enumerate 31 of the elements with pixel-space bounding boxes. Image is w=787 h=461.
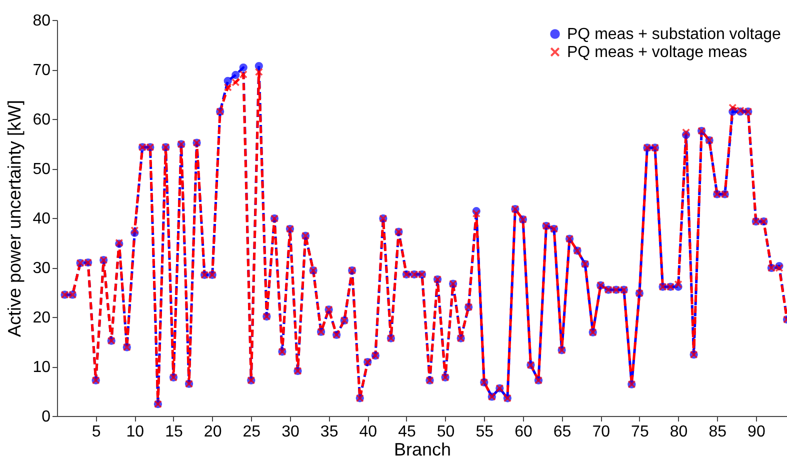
x-axis-title: Branch <box>394 440 452 460</box>
y-tick-label: 50 <box>32 161 51 178</box>
y-tick-label: 60 <box>32 112 51 128</box>
x-tick-label: 25 <box>242 424 261 440</box>
x-tick-label: 80 <box>670 424 688 440</box>
y-axis-title: Active power uncertainty [kW] <box>4 100 25 338</box>
x-tick-label: 55 <box>476 424 494 440</box>
x-tick-label: 15 <box>165 424 183 440</box>
x-tick-label: 35 <box>320 424 338 440</box>
y-tick-label: 30 <box>32 260 51 277</box>
x-tick-label: 45 <box>398 424 416 440</box>
x-tick-label: 50 <box>436 424 455 440</box>
x-tick-label: 10 <box>126 424 144 440</box>
x-tick-label: 5 <box>92 424 101 440</box>
y-tick-label: 0 <box>42 408 51 426</box>
x-tick-label: 20 <box>204 424 222 440</box>
x-tick-label: 75 <box>631 424 649 440</box>
x-tick-label: 85 <box>708 424 727 440</box>
y-tick-label: 10 <box>32 359 51 376</box>
y-tick-label: 40 <box>32 210 51 228</box>
x-tick-label: 90 <box>748 424 766 440</box>
y-tick-label: 80 <box>32 12 51 30</box>
x-tick-label: 70 <box>592 424 610 440</box>
legend-label: PQ meas + voltage meas <box>567 44 748 61</box>
x-tick-label: 60 <box>514 424 532 440</box>
x-tick-label: 40 <box>359 424 378 440</box>
x-tick-label: 65 <box>553 424 572 440</box>
y-tick-label: 20 <box>32 310 51 326</box>
x-tick-label: 30 <box>282 424 300 440</box>
legend-label: PQ meas + substation voltage <box>567 26 781 43</box>
y-tick-label: 70 <box>32 62 51 79</box>
